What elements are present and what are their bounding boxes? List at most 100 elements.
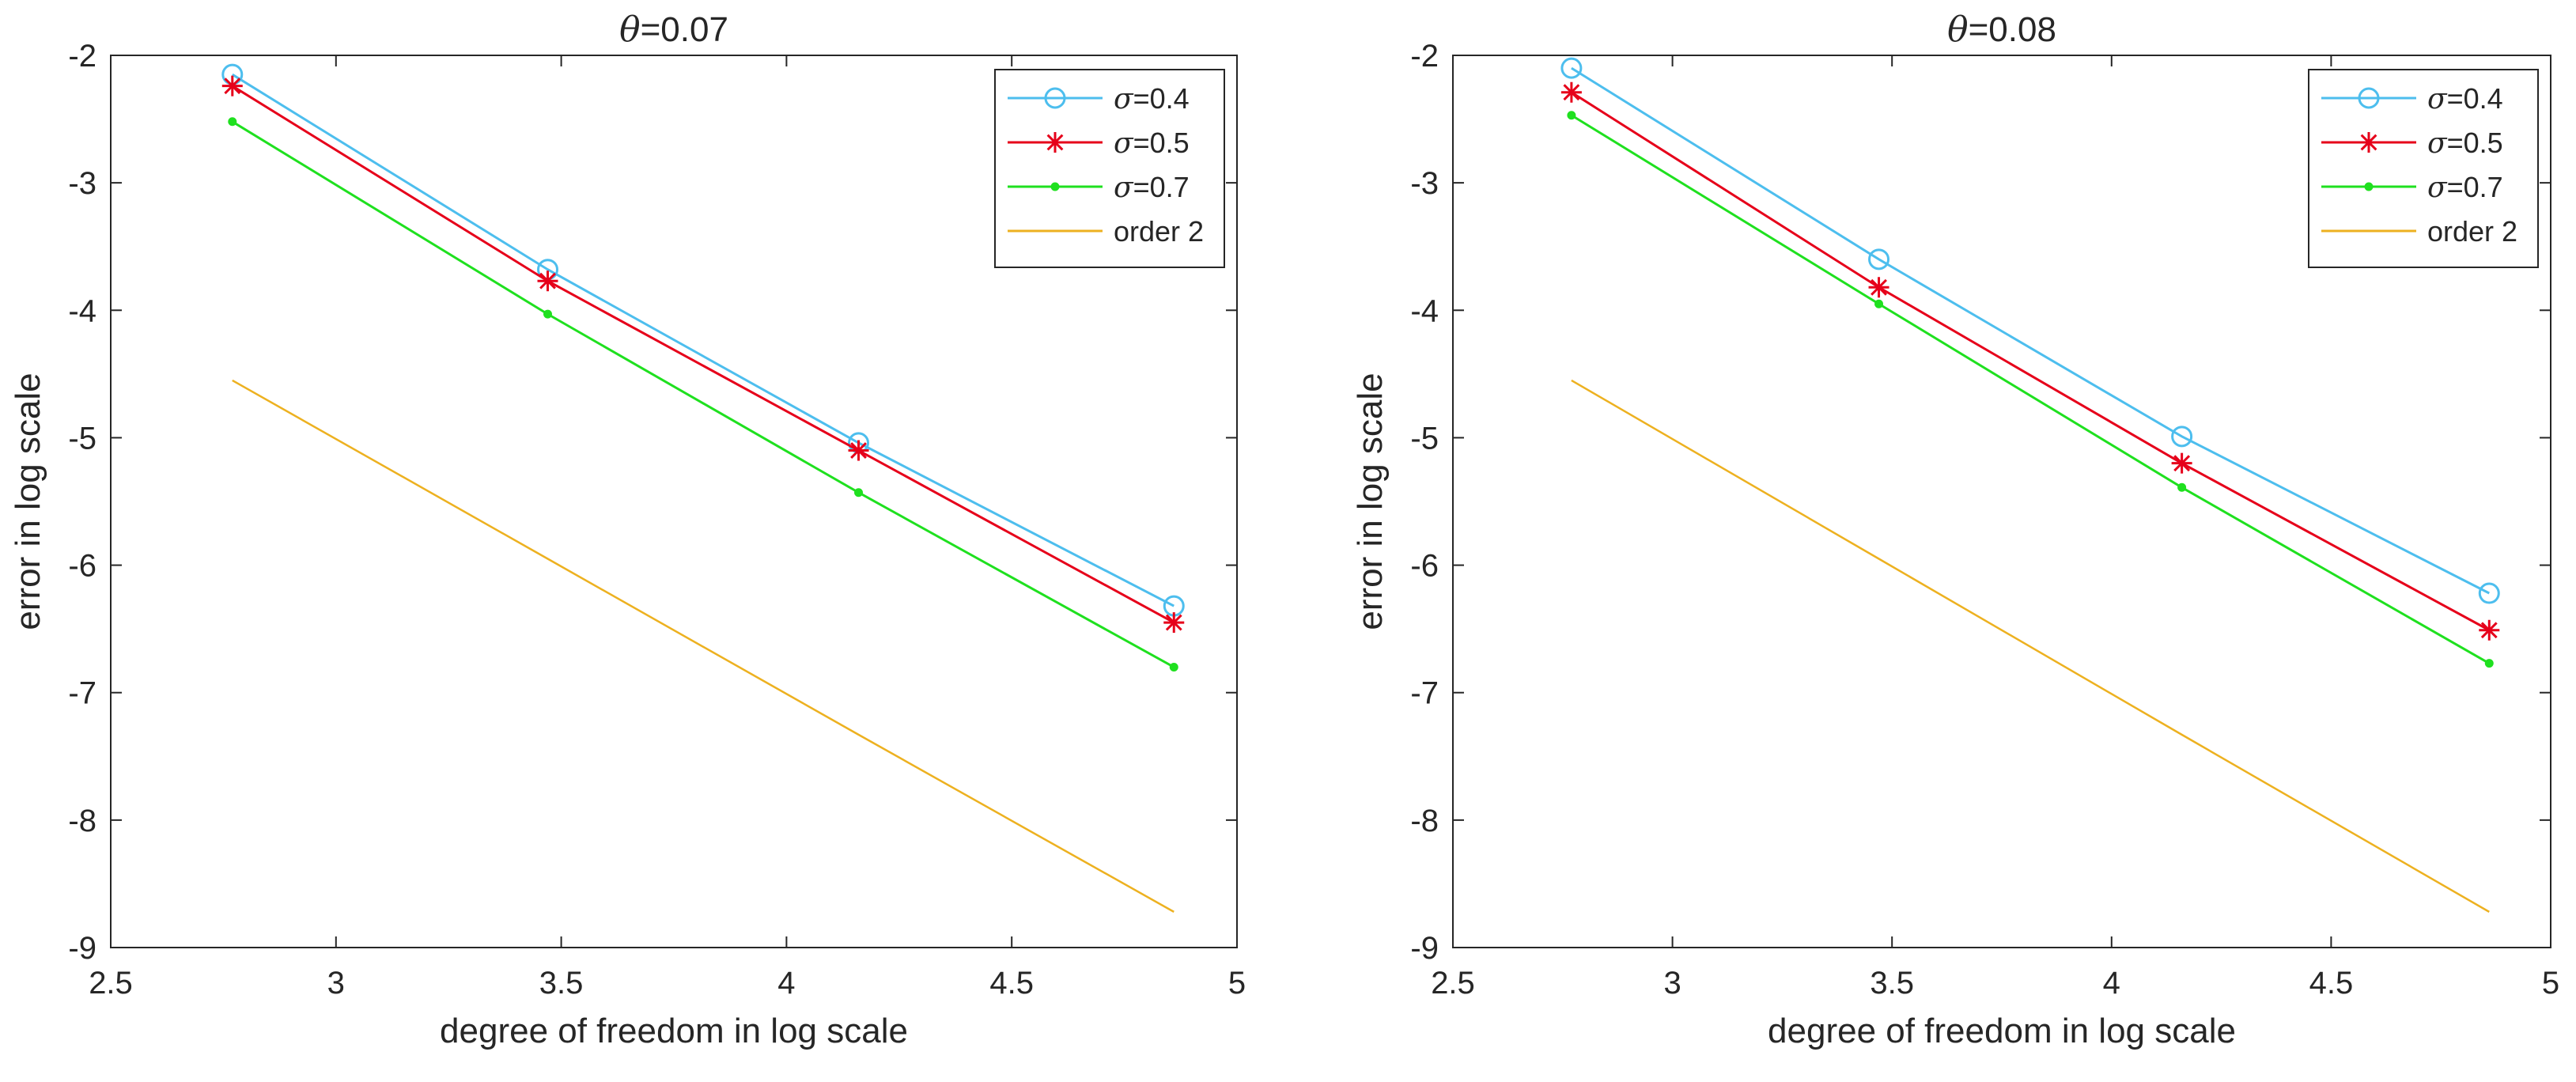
chart2-series-3-line <box>1571 114 2491 664</box>
chart1-series-3-point <box>854 488 864 497</box>
chart1-y-tick-label: -6 <box>68 549 96 584</box>
chart1-series-2-point <box>848 440 869 461</box>
chart1-y-tick-label: -7 <box>68 676 96 711</box>
chart2-x-axis-label: degree of freedom in log scale <box>1768 1012 2236 1050</box>
chart1-y-tick-label: -9 <box>68 931 96 966</box>
chart2-series-2-point <box>2171 452 2192 474</box>
chart1-y-tick-label: -2 <box>68 39 96 74</box>
chart1-series-2-point <box>1163 612 1185 634</box>
chart2-legend-label-2: σ=0.5 <box>2427 127 2503 160</box>
chart2-y-tick-label: -7 <box>1410 676 1439 711</box>
chart1-y-tick-label: -4 <box>68 293 96 328</box>
chart2-series-1-line <box>1571 66 2490 595</box>
chart1-title-text: =0.07 <box>641 10 728 49</box>
chart2-series-2-point <box>2479 619 2500 641</box>
chart1-series-2-point <box>537 270 558 292</box>
chart2-series-2-point-stroke <box>2480 622 2498 639</box>
chart2-legend-marker-1 <box>2358 87 2380 109</box>
chart1-legend-marker-2-stroke <box>1046 134 1064 151</box>
chart2-series-3-point <box>2484 659 2494 668</box>
chart1-title-symbol: θ <box>619 9 641 50</box>
chart2-series-2-point-stroke <box>1563 84 1580 101</box>
chart2-title-symbol: θ <box>1947 9 1969 50</box>
chart2-series-1-point <box>2171 426 2193 448</box>
chart2-legend-box <box>2308 69 2539 268</box>
chart2-series-2-point-stroke <box>1871 278 1887 296</box>
chart2-legend-label-text: =0.4 <box>2447 82 2503 115</box>
chart2-series-4-line <box>1571 379 2490 913</box>
chart2-x-tick-label: 3 <box>1663 966 1681 1001</box>
chart1-series-2-point-stroke <box>850 442 867 459</box>
chart1-series-2-point <box>221 75 243 96</box>
chart1-series-2-line <box>232 85 1175 624</box>
chart2-series-3-point <box>2177 482 2187 492</box>
chart1-y-tick-label: -3 <box>68 166 96 201</box>
chart2-series-2-point <box>1560 81 1582 103</box>
chart1-legend-label-text: =0.5 <box>1133 127 1190 159</box>
chart1-title: θ=0.07 <box>619 9 728 50</box>
chart2-legend-label-3: σ=0.7 <box>2427 171 2503 204</box>
chart1-legend-label-symbol: σ <box>1114 83 1134 115</box>
chart1-legend-marker-2 <box>1045 132 1065 153</box>
chart2-series-2-point-stroke <box>2173 455 2191 472</box>
chart1-x-tick-label: 4 <box>777 966 795 1001</box>
chart2-y-tick-label: -8 <box>1410 804 1439 838</box>
chart1-x-tick-label: 3 <box>327 966 345 1001</box>
chart2-y-tick-label: -3 <box>1410 166 1439 201</box>
chart2-legend-label-text: =0.7 <box>2447 171 2503 203</box>
chart2-series-2-line <box>1571 91 2490 632</box>
chart1-x-tick-label: 3.5 <box>539 966 584 1001</box>
chart1-panel: 2.5 3 3.5 4 4.5 5 -9 -8 -7 -6 -5 -4 -3 -2 degree of fr… <box>9 9 1246 1050</box>
chart2-y-axis-label: error in log scale <box>1351 373 1390 630</box>
chart2-x-tick-label: 3.5 <box>1870 966 1914 1001</box>
chart2-legend-label-1: σ=0.4 <box>2427 82 2503 115</box>
chart1-legend-label-text: =0.7 <box>1133 171 1190 203</box>
chart1-series-2-point-stroke <box>224 78 241 95</box>
chart2-legend-label-symbol: σ <box>2427 83 2448 115</box>
chart2-y-tick-label: -5 <box>1410 421 1439 456</box>
chart2-y-tick-label: -2 <box>1410 39 1439 74</box>
chart1-legend-marker-3 <box>1050 182 1060 191</box>
chart1-x-tick-label: 2.5 <box>89 966 133 1001</box>
chart1-y-tick-label: -8 <box>68 804 96 838</box>
chart1-series-1-line <box>232 73 1175 607</box>
chart1-x-tick-label: 5 <box>1228 966 1246 1001</box>
chart2-series-2-point <box>1868 277 1889 298</box>
chart2-x-tick-label: 4 <box>2103 966 2120 1001</box>
chart1-x-axis-label: degree of freedom in log scale <box>440 1012 908 1050</box>
chart2-series-1-point <box>1868 248 1890 270</box>
chart1-series-3-line <box>232 120 1175 668</box>
chart1-legend-label-text: order 2 <box>1114 215 1204 248</box>
chart2-x-tick-label: 4.5 <box>2309 966 2354 1001</box>
chart2-y-tick-label: -6 <box>1410 549 1439 584</box>
chart1-series-3-point <box>228 117 237 127</box>
chart2-x-tick-label: 5 <box>2542 966 2559 1001</box>
chart2-legend-marker-2 <box>2358 132 2379 153</box>
chart2-series-3-point <box>1567 111 1576 120</box>
chart1-series-3-point <box>1169 662 1178 672</box>
chart2-series-1-point <box>1560 57 1583 79</box>
chart2-y-tick-label: -4 <box>1410 293 1439 328</box>
chart1-legend-label-symbol: σ <box>1114 127 1134 160</box>
chart2-legend-marker-3 <box>2364 182 2374 191</box>
chart2-series-3-point <box>1874 299 1884 308</box>
chart1-legend-label-1: σ=0.4 <box>1114 82 1190 115</box>
chart2-legend-marker-2-stroke <box>2360 134 2377 151</box>
chart2-legend-label-text: =0.5 <box>2447 127 2503 159</box>
chart1-legend-label-symbol: σ <box>1114 172 1134 204</box>
chart1-legend-label-3: σ=0.7 <box>1114 171 1190 204</box>
chart1-x-tick-label: 4.5 <box>989 966 1034 1001</box>
chart2-legend-label-symbol: σ <box>2427 127 2448 160</box>
chart2-legend-label-text: order 2 <box>2427 215 2517 248</box>
chart2-y-tick-label: -9 <box>1410 931 1439 966</box>
chart1-legend-box <box>994 69 1225 268</box>
chart1-series-2-point-stroke <box>539 272 556 289</box>
chart1-legend-label-4: order 2 <box>1114 215 1204 248</box>
chart1-series-3-point <box>543 309 553 319</box>
chart1-legend-marker-1 <box>1044 87 1066 109</box>
chart1-y-tick-label: -5 <box>68 421 96 456</box>
chart2-legend-label-4: order 2 <box>2427 215 2517 248</box>
chart1-legend-label-2: σ=0.5 <box>1114 127 1190 160</box>
chart1-legend-label-text: =0.4 <box>1133 82 1190 115</box>
